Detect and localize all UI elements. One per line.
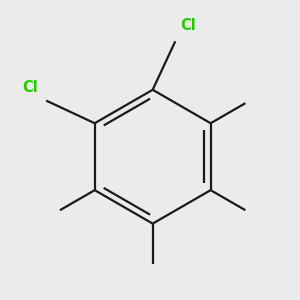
- Text: Cl: Cl: [181, 18, 196, 33]
- Text: Cl: Cl: [22, 80, 38, 95]
